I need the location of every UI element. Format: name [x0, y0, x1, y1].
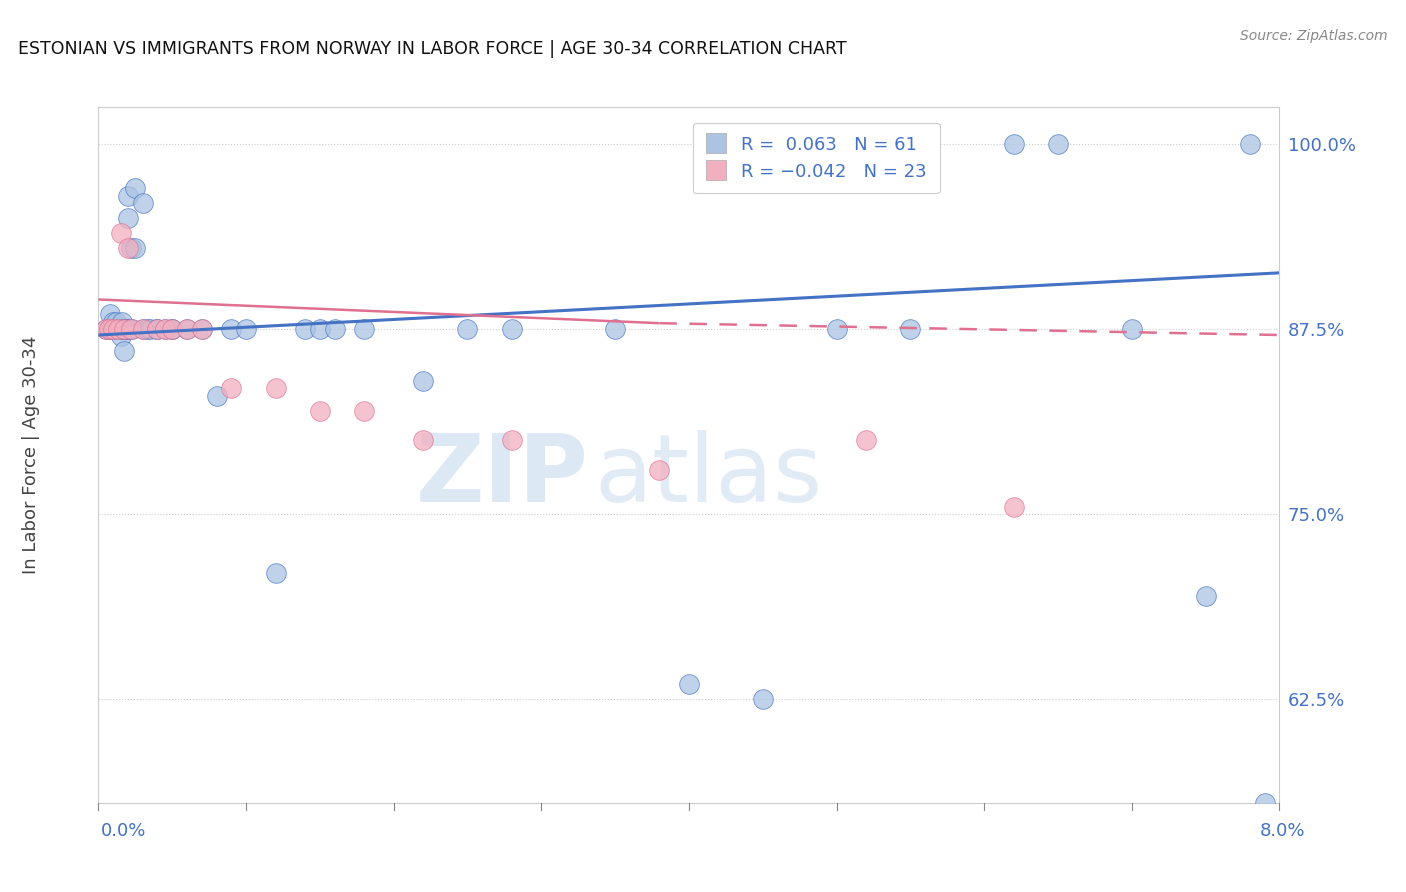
Point — [114, 322, 136, 336]
Point — [219, 322, 242, 336]
Point — [1046, 136, 1069, 151]
Point — [235, 322, 257, 336]
Point — [97, 322, 120, 336]
Point — [219, 381, 242, 395]
Point — [153, 322, 176, 336]
Point — [132, 322, 155, 336]
Point — [412, 433, 434, 447]
Point — [132, 322, 155, 336]
Text: atlas: atlas — [595, 430, 823, 522]
Point — [136, 322, 159, 336]
Point — [118, 322, 141, 336]
Point — [114, 322, 136, 336]
Point — [162, 322, 183, 336]
Point — [107, 322, 129, 336]
Point — [139, 322, 162, 336]
Point — [146, 322, 169, 336]
Point — [162, 322, 183, 336]
Point — [648, 463, 671, 477]
Point — [456, 322, 478, 336]
Point — [412, 374, 434, 388]
Point — [105, 322, 128, 336]
Point — [162, 322, 183, 336]
Point — [107, 322, 129, 336]
Point — [100, 322, 122, 336]
Point — [111, 315, 134, 329]
Point — [1254, 796, 1277, 810]
Point — [751, 692, 773, 706]
Point — [124, 241, 146, 255]
Text: 0.0%: 0.0% — [101, 822, 146, 840]
Point — [117, 211, 139, 225]
Point — [124, 181, 146, 195]
Point — [110, 329, 132, 343]
Point — [98, 307, 121, 321]
Point — [294, 322, 316, 336]
Point — [112, 322, 135, 336]
Point — [112, 344, 135, 359]
Point — [176, 322, 198, 336]
Point — [94, 322, 117, 336]
Point — [103, 315, 125, 329]
Point — [1239, 136, 1261, 151]
Point — [120, 322, 142, 336]
Point — [205, 389, 228, 403]
Point — [117, 241, 139, 255]
Point — [191, 322, 214, 336]
Point — [104, 322, 127, 336]
Point — [153, 322, 176, 336]
Point — [103, 322, 125, 336]
Point — [107, 322, 129, 336]
Legend: R =  0.063   N = 61, R = −0.042   N = 23: R = 0.063 N = 61, R = −0.042 N = 23 — [693, 123, 939, 194]
Point — [94, 322, 117, 336]
Point — [264, 566, 287, 581]
Point — [678, 677, 700, 691]
Point — [353, 322, 375, 336]
Text: Source: ZipAtlas.com: Source: ZipAtlas.com — [1240, 29, 1388, 43]
Point — [108, 322, 131, 336]
Point — [110, 226, 132, 240]
Point — [501, 322, 523, 336]
Text: ESTONIAN VS IMMIGRANTS FROM NORWAY IN LABOR FORCE | AGE 30-34 CORRELATION CHART: ESTONIAN VS IMMIGRANTS FROM NORWAY IN LA… — [18, 40, 846, 58]
Point — [1002, 136, 1025, 151]
Point — [117, 189, 139, 203]
Point — [1002, 500, 1025, 514]
Text: 8.0%: 8.0% — [1260, 822, 1305, 840]
Point — [191, 322, 214, 336]
Point — [115, 322, 138, 336]
Point — [900, 322, 922, 336]
Point — [146, 322, 169, 336]
Point — [146, 322, 169, 336]
Point — [605, 322, 627, 336]
Text: In Labor Force | Age 30-34: In Labor Force | Age 30-34 — [22, 335, 39, 574]
Point — [1121, 322, 1143, 336]
Text: ZIP: ZIP — [416, 430, 589, 522]
Point — [112, 322, 135, 336]
Point — [323, 322, 346, 336]
Point — [825, 322, 848, 336]
Point — [264, 381, 287, 395]
Point — [110, 322, 132, 336]
Point — [120, 241, 142, 255]
Point — [97, 322, 120, 336]
Point — [501, 433, 523, 447]
Point — [121, 322, 143, 336]
Point — [132, 196, 155, 211]
Point — [103, 322, 125, 336]
Point — [308, 403, 332, 417]
Point — [353, 403, 375, 417]
Point — [176, 322, 198, 336]
Point — [855, 433, 877, 447]
Point — [111, 322, 134, 336]
Point — [105, 315, 128, 329]
Point — [308, 322, 332, 336]
Point — [1194, 589, 1216, 603]
